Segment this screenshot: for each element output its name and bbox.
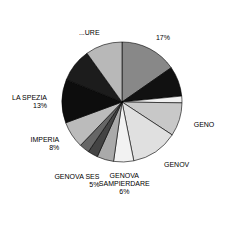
- slice-label: 17%: [156, 34, 170, 41]
- slice-label-line: 8%: [49, 144, 59, 151]
- slice-label: GENOV: [164, 161, 190, 168]
- slice-label: GENOVA SES5%: [54, 172, 99, 187]
- pie-slice: [122, 68, 182, 102]
- pie-slice: [87, 42, 122, 102]
- chart: 17%GENOGENOVGENOVASAMPIERDARE6%GENOVA SE…: [0, 0, 225, 225]
- slice-label-line: SAMPIERDARE: [99, 179, 150, 186]
- slice-label: IMPERIA8%: [30, 136, 59, 151]
- slice-label: LA SPEZIA13%: [12, 93, 47, 108]
- slice-label-line: IMPERIA: [30, 136, 59, 143]
- slices: [62, 42, 182, 162]
- slice-label-line: 6%: [119, 187, 129, 194]
- slice-label: GENOVASAMPIERDARE6%: [99, 171, 150, 194]
- slice-label-line: 13%: [33, 101, 47, 108]
- labels: 17%GENOGENOVGENOVASAMPIERDARE6%GENOVA SE…: [12, 29, 215, 195]
- slice-label: ...URE: [79, 29, 100, 36]
- slice-label-line: GENOVA SES: [54, 172, 99, 179]
- pie: 17%GENOGENOVGENOVASAMPIERDARE6%GENOVA SE…: [12, 29, 215, 195]
- slice-label-line: ...URE: [79, 29, 100, 36]
- slice-label-line: LA SPEZIA: [12, 93, 47, 100]
- slice-label-line: GENO: [194, 120, 215, 127]
- slice-label: GENO: [194, 120, 215, 127]
- slice-label-line: 17%: [156, 34, 170, 41]
- slice-label-line: GENOVA: [110, 171, 140, 178]
- slice-label-line: GENOV: [164, 161, 190, 168]
- slice-label-line: 5%: [89, 180, 99, 187]
